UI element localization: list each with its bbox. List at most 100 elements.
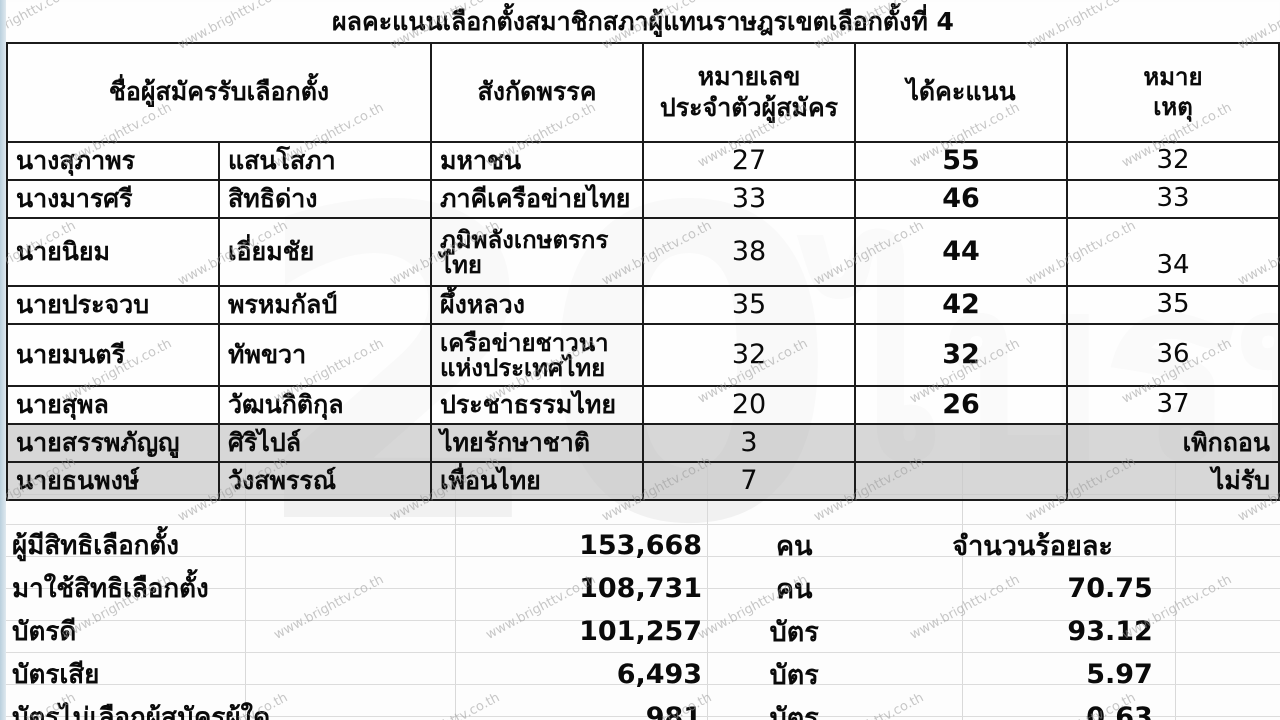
cell-first-name: นายสุพล <box>6 385 220 425</box>
cell-party: ประชาธรรมไทย <box>430 385 644 425</box>
cell-note: 33 <box>1066 179 1280 219</box>
summary-percent-header: จำนวนร้อยละ <box>952 531 1113 562</box>
cell-candidate-number: 33 <box>642 179 856 219</box>
cell-last-name: สิทธิด่าง <box>218 179 432 219</box>
summary-value: 981 <box>645 702 703 720</box>
summary-spacer <box>1185 696 1280 720</box>
cell-note: 35 <box>1066 285 1280 325</box>
cell-first-name: นางมารศรี <box>6 179 220 219</box>
cell-score: 26 <box>854 385 1068 425</box>
cell-first-name: นายมนตรี <box>6 323 220 387</box>
cell-last-name: เอี่ยมชัย <box>218 217 432 287</box>
column-header-candidate-number: หมายเลข ประจำตัวผู้สมัคร <box>642 42 856 143</box>
summary-label: บัตรไม่เลือกผู้สมัครผู้ใด <box>12 703 271 720</box>
summary-unit: คน <box>775 531 813 562</box>
cell-score: 46 <box>854 179 1068 219</box>
election-results-table: ผลคะแนนเลือกตั้งสมาชิกสภาผู้แทนราษฎรเขตเ… <box>6 2 1280 501</box>
table-row: นายมนตรี ทัพขวา เครือข่ายชาวนา แห่งประเท… <box>6 323 1280 387</box>
column-header-note-line2: เหตุ <box>1153 92 1193 121</box>
cell-score <box>854 423 1068 463</box>
table-row: นางมารศรี สิทธิด่าง ภาคีเครือข่ายไทย 33 … <box>6 179 1280 219</box>
cell-note: 34 <box>1066 217 1280 287</box>
summary-value: 6,493 <box>616 659 703 690</box>
page-title: ผลคะแนนเลือกตั้งสมาชิกสภาผู้แทนราษฎรเขตเ… <box>7 2 1279 44</box>
column-header-score: ได้คะแนน <box>854 42 1068 143</box>
cell-last-name: วังสพรรณ์ <box>218 461 432 501</box>
summary-value: 108,731 <box>579 573 703 604</box>
column-header-note: หมาย เหตุ <box>1066 42 1280 143</box>
cell-first-name: นายสรรพภัญญู <box>6 423 220 463</box>
summary-row: บัตรดี 101,257 บัตร 93.12 <box>6 610 1280 653</box>
cell-candidate-number: 27 <box>642 141 856 181</box>
cell-last-name: แสนโสภา <box>218 141 432 181</box>
cell-candidate-number: 35 <box>642 285 856 325</box>
cell-party: เครือข่ายชาวนา แห่งประเทศไทย <box>430 323 644 387</box>
summary-value: 153,668 <box>579 530 703 561</box>
summary-spacer <box>1185 524 1280 567</box>
summary-spacer <box>1185 610 1280 653</box>
summary-row: บัตรเสีย 6,493 บัตร 5.97 <box>6 653 1280 696</box>
cell-note: เพิกถอน <box>1066 423 1280 463</box>
summary-percent: 70.75 <box>1067 573 1153 604</box>
summary-value: 101,257 <box>579 616 703 647</box>
cell-first-name: นางสุภาพร <box>6 141 220 181</box>
cell-first-name: นายนิยม <box>6 217 220 287</box>
cell-last-name: ทัพขวา <box>218 323 432 387</box>
table-row: นายนิยม เอี่ยมชัย ภูมิพลังเกษตรกร ไทย 38… <box>6 217 1280 287</box>
cell-party: ภาคีเครือข่ายไทย <box>430 179 644 219</box>
cell-party: ภูมิพลังเกษตรกร ไทย <box>430 217 644 287</box>
summary-label: มาใช้สิทธิเลือกตั้ง <box>12 574 209 604</box>
cell-candidate-number: 32 <box>642 323 856 387</box>
column-header-party: สังกัดพรรค <box>430 42 644 143</box>
voter-summary-table: ผู้มีสิทธิเลือกตั้ง 153,668 คน จำนวนร้อย… <box>6 524 1280 720</box>
summary-unit: คน <box>775 574 813 605</box>
column-header-candidate-number-line2: ประจำตัวผู้สมัคร <box>659 92 839 122</box>
table-row: นายธนพงษ์ วังสพรรณ์ เพื่อนไทย 7 ไม่รับ <box>6 461 1280 501</box>
cell-last-name: ศิริไปล์ <box>218 423 432 463</box>
table-title-row: ผลคะแนนเลือกตั้งสมาชิกสภาผู้แทนราษฎรเขตเ… <box>7 2 1279 44</box>
cell-party-line1: เครือข่ายชาวนา <box>440 328 609 357</box>
summary-label: บัตรดี <box>12 617 77 647</box>
summary-percent: 5.97 <box>1086 659 1153 690</box>
cell-last-name: พรหมกัลป์ <box>218 285 432 325</box>
summary-percent: 0.63 <box>1086 702 1153 720</box>
cell-last-name: วัฒนกิติกุล <box>218 385 432 425</box>
cell-first-name: นายประจวบ <box>6 285 220 325</box>
cell-party: ไทยรักษาชาติ <box>430 423 644 463</box>
table-row: นายสุพล วัฒนกิติกุล ประชาธรรมไทย 20 26 3… <box>6 385 1280 425</box>
cell-party-line2: แห่งประเทศไทย <box>440 354 606 382</box>
column-header-candidate-name: ชื่อผู้สมัครรับเลือกตั้ง <box>6 42 432 143</box>
summary-spacer <box>1185 567 1280 610</box>
cell-candidate-number: 20 <box>642 385 856 425</box>
summary-percent: 93.12 <box>1067 616 1153 647</box>
cell-party: มหาชน <box>430 141 644 181</box>
cell-first-name: นายธนพงษ์ <box>6 461 220 501</box>
summary-row: บัตรไม่เลือกผู้สมัครผู้ใด 981 บัตร 0.63 <box>6 696 1280 720</box>
table-row: นายประจวบ พรหมกัลป์ ผึ้งหลวง 35 42 35 <box>6 285 1280 325</box>
left-edge-strip <box>0 0 6 720</box>
cell-note: ไม่รับ <box>1066 461 1280 501</box>
cell-candidate-number: 38 <box>642 217 856 287</box>
summary-unit: บัตร <box>769 703 819 720</box>
cell-candidate-number: 3 <box>642 423 856 463</box>
cell-score: 44 <box>854 217 1068 287</box>
cell-score <box>854 461 1068 501</box>
column-header-note-line1: หมาย <box>1143 63 1203 92</box>
cell-note: 32 <box>1066 141 1280 181</box>
summary-label: ผู้มีสิทธิเลือกตั้ง <box>12 531 180 561</box>
table-row: นายสรรพภัญญู ศิริไปล์ ไทยรักษาชาติ 3 เพิ… <box>6 423 1280 463</box>
cell-note: 37 <box>1066 385 1280 425</box>
cell-score: 55 <box>854 141 1068 181</box>
cell-party: ผึ้งหลวง <box>430 285 644 325</box>
summary-unit: บัตร <box>769 617 819 648</box>
cell-party: เพื่อนไทย <box>430 461 644 501</box>
table-header-row: ชื่อผู้สมัครรับเลือกตั้ง สังกัดพรรค หมาย… <box>6 42 1280 143</box>
summary-unit: บัตร <box>769 660 819 691</box>
cell-score: 42 <box>854 285 1068 325</box>
table-body: นางสุภาพร แสนโสภา มหาชน 27 55 32 นางมารศ… <box>6 141 1280 501</box>
cell-party-line1: ภูมิพลังเกษตรกร <box>440 225 609 254</box>
cell-party-line2: ไทย <box>440 251 482 279</box>
summary-spacer <box>1185 653 1280 696</box>
column-header-candidate-number-line1: หมายเลข <box>697 62 801 91</box>
